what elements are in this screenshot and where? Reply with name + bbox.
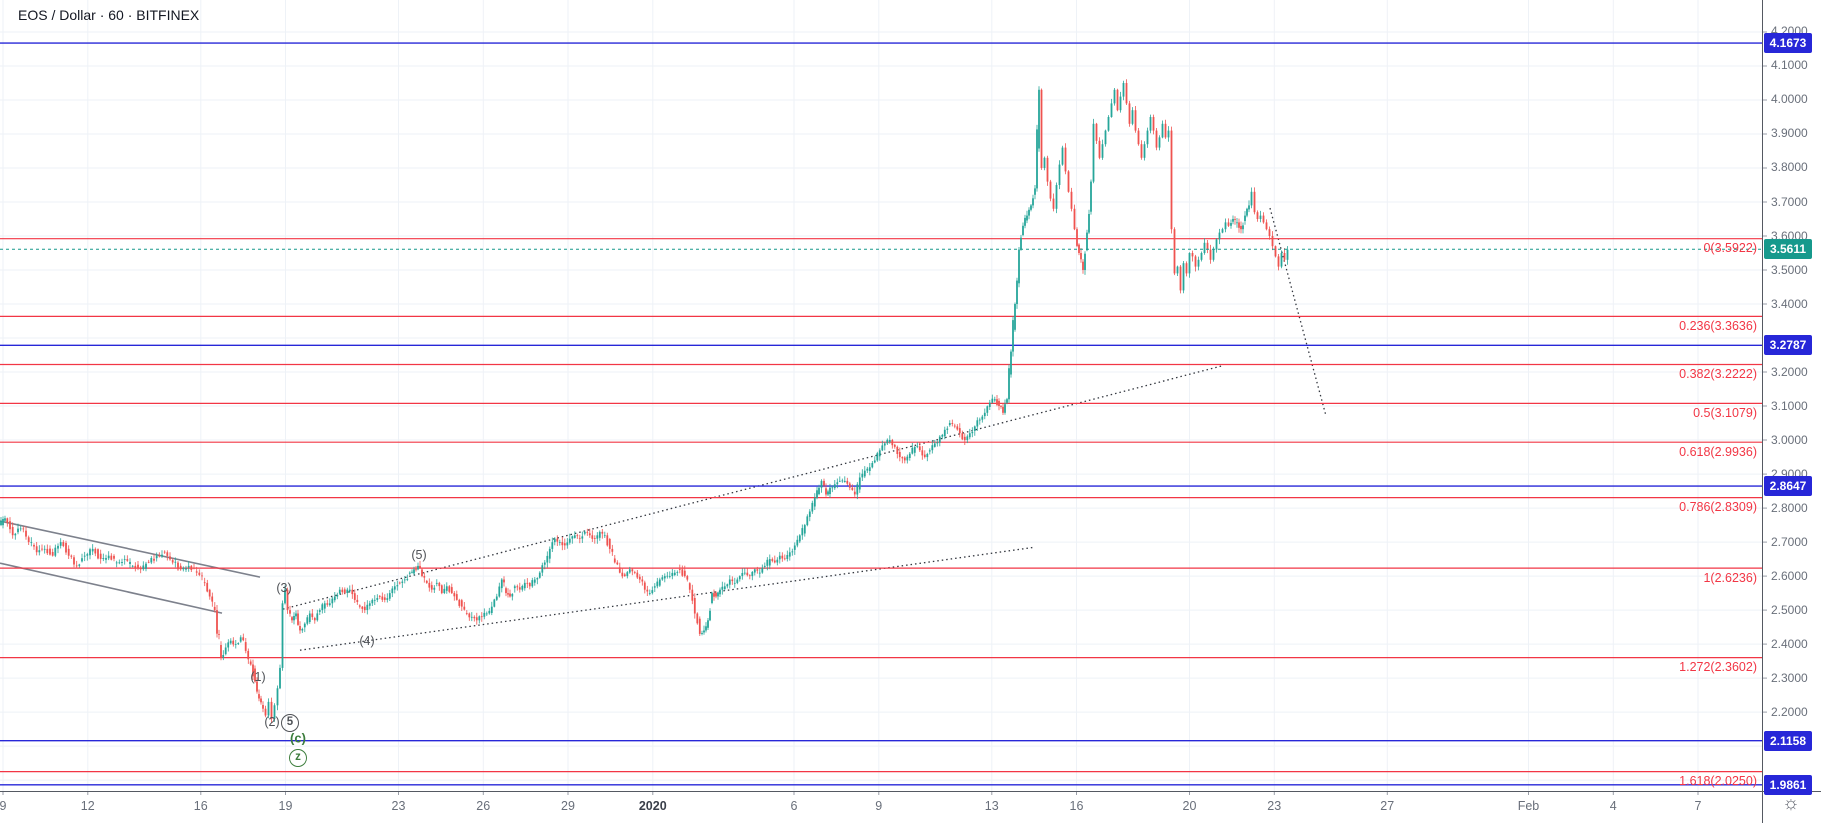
fib-level-label[interactable]: 0.236(3.3636) [1679,318,1757,333]
time-axis-tick: 6 [790,799,798,813]
time-axis-tick: 16 [193,799,208,813]
price-axis-tick: 2.8000 [1771,500,1808,515]
fib-level-label[interactable]: 1.272(2.3602) [1679,660,1757,675]
time-axis-tick: 27 [1380,799,1395,813]
price-axis-tick: 3.4000 [1771,296,1808,311]
price-axis-tick: 2.2000 [1771,704,1808,719]
price-axis-tick: 2.4000 [1771,636,1808,651]
price-axis-tick: 3.6000 [1771,228,1808,243]
candlestick-series [0,79,1289,724]
time-axis-tick: 20 [1182,799,1197,813]
price-axis-tick: 3.9000 [1771,126,1808,141]
elliott-wave-label[interactable]: (5) [411,548,427,562]
time-axis-tick: 26 [476,799,491,813]
fib-level-label[interactable]: 0.618(2.9936) [1679,444,1757,459]
time-axis-tick: 13 [984,799,999,813]
elliott-wave-label[interactable]: (2) [264,715,280,729]
price-axis-tick: 2.7000 [1771,534,1808,549]
level-price-badge: 2.1158 [1764,730,1812,751]
gridlines [0,0,1762,791]
level-price-badge: 1.9861 [1764,774,1812,795]
last-price-badge: 3.5611 [1764,239,1812,260]
price-axis-tick: 3.2000 [1771,364,1808,379]
fib-level-label[interactable]: 0.786(2.8309) [1679,500,1757,515]
time-axis-tick: Feb [1517,799,1540,813]
fib-level-label[interactable]: 0(3.5922) [1703,241,1757,256]
price-axis-tick: 4.0000 [1771,92,1808,107]
elliott-wave-label[interactable]: (3) [276,581,292,595]
time-axis-tick: 2020 [638,799,667,813]
time-axis-tick: 29 [561,799,575,813]
time-axis-tick: 16 [1069,799,1084,813]
elliott-wave-label[interactable]: 5 [281,714,299,732]
settings-gear-icon[interactable]: ☼ [1782,793,1800,814]
time-axis-tick: 9 [875,799,883,813]
time-axis-tick: 4 [1609,799,1617,813]
time-axis-tick: 12 [80,799,95,813]
elliott-wave-label[interactable]: (c) [290,730,306,746]
dotted-ascending-lower[interactable] [299,546,1036,651]
price-axis-tick: 2.6000 [1771,568,1808,583]
elliott-wave-label[interactable]: z [289,749,307,767]
level-price-badge: 3.2787 [1764,335,1812,356]
time-axis-separator [0,791,1821,792]
time-axis-tick: 23 [1267,799,1282,813]
symbol-title[interactable]: EOS / Dollar · 60 · BITFINEX [18,7,200,23]
fib-level-label[interactable]: 0.5(3.1079) [1693,405,1757,420]
price-axis-tick: 3.8000 [1771,160,1808,175]
axis-tick-marks [2,31,1767,795]
price-axis-tick: 3.5000 [1771,262,1808,277]
price-axis-tick: 2.3000 [1771,670,1808,685]
time-axis-tick: 19 [278,799,293,813]
time-axis-tick: 9 [0,799,7,813]
elliott-wave-label[interactable]: (4) [359,634,375,648]
time-axis-tick: 23 [391,799,406,813]
fib-level-label[interactable]: 0.382(3.2222) [1679,366,1757,381]
trend-lines[interactable] [0,207,1327,651]
horizontal-level-lines[interactable] [0,42,1762,786]
fib-level-label[interactable]: 1.618(2.0250) [1679,774,1757,789]
price-axis-tick: 3.1000 [1771,398,1808,413]
price-axis-tick: 3.0000 [1771,432,1808,447]
level-price-badge: 2.8647 [1764,476,1812,497]
fib-level-label[interactable]: 1(2.6236) [1703,570,1757,585]
price-axis-separator [1762,0,1763,823]
time-axis-tick: 7 [1694,799,1702,813]
elliott-wave-label[interactable]: (1) [250,670,266,684]
gray-descending-line-2[interactable] [0,562,223,614]
price-axis-tick: 4.1000 [1771,58,1808,73]
price-axis-tick: 3.7000 [1771,194,1808,209]
price-axis-tick: 2.5000 [1771,602,1808,617]
level-price-badge: 4.1673 [1764,33,1812,54]
fib-retracement-lines[interactable] [0,238,1762,773]
